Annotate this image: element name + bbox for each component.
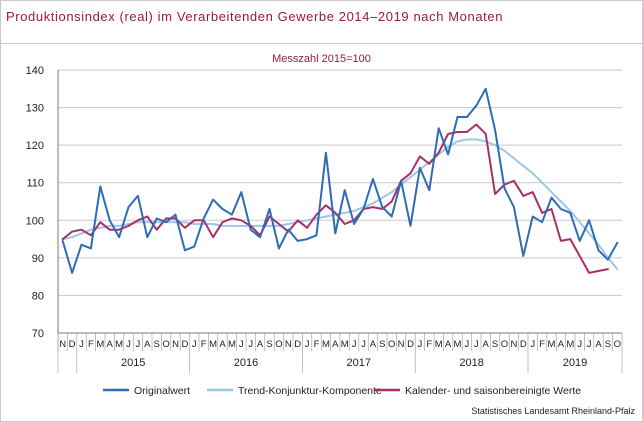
series-line [61, 87, 619, 274]
month-label: J [305, 339, 310, 350]
month-label: M [209, 339, 217, 350]
year-label: 2017 [347, 357, 371, 369]
month-label: A [107, 339, 114, 350]
month-label: S [154, 339, 160, 350]
month-label: M [96, 339, 104, 350]
month-label: J [474, 339, 479, 350]
month-label: D [407, 339, 414, 350]
month-label: F [201, 339, 207, 350]
month-label: M [435, 339, 443, 350]
month-label: J [79, 339, 84, 350]
month-label: F [88, 339, 94, 350]
month-label: A [219, 339, 226, 350]
month-label: J [530, 339, 535, 350]
month-label: M [341, 339, 349, 350]
y-tick-label: 90 [32, 253, 44, 265]
chart-subtitle: Messzahl 2015=100 [272, 53, 371, 65]
legend-label: Trend-Konjunktur-Komponente [238, 385, 382, 397]
month-label: A [445, 339, 452, 350]
month-label: A [332, 339, 339, 350]
month-label: S [492, 339, 498, 350]
month-label: M [322, 339, 330, 350]
month-label: D [181, 339, 188, 350]
month-label: S [379, 339, 385, 350]
y-tick-label: 110 [26, 178, 44, 190]
month-label: O [614, 339, 621, 350]
month-label: J [126, 339, 131, 350]
y-tick-label: 140 [26, 65, 44, 77]
month-label: S [605, 339, 611, 350]
month-label: N [172, 339, 179, 350]
month-label: N [59, 339, 66, 350]
month-label: S [266, 339, 272, 350]
year-label: 2018 [459, 357, 483, 369]
title-divider [0, 43, 643, 44]
month-label: J [418, 339, 423, 350]
y-tick-label: 70 [32, 328, 44, 340]
month-label: M [548, 339, 556, 350]
month-label: N [398, 339, 405, 350]
month-label: N [285, 339, 292, 350]
series-line [61, 123, 609, 274]
month-label: O [388, 339, 395, 350]
month-label: D [294, 339, 301, 350]
month-label: F [426, 339, 432, 350]
series-line [61, 138, 619, 271]
month-label: A [595, 339, 602, 350]
month-label: F [314, 339, 320, 350]
month-label: O [162, 339, 169, 350]
source-note: Statistisches Landesamt Rheinland-Pfalz [471, 406, 635, 416]
month-label: A [144, 339, 151, 350]
month-label: J [248, 339, 253, 350]
legend-label: Kalender- und saisonbereinigte Werte [405, 385, 581, 397]
month-label: M [228, 339, 236, 350]
y-tick-label: 100 [26, 215, 44, 227]
year-label: 2015 [121, 357, 145, 369]
month-label: A [370, 339, 377, 350]
month-label: J [361, 339, 366, 350]
month-label: A [483, 339, 490, 350]
month-label: J [192, 339, 197, 350]
month-label: O [501, 339, 508, 350]
month-label: J [352, 339, 357, 350]
month-label: N [510, 339, 517, 350]
month-label: J [136, 339, 141, 350]
month-label: O [275, 339, 282, 350]
month-label: M [454, 339, 462, 350]
month-label: J [587, 339, 592, 350]
month-label: D [520, 339, 527, 350]
year-label: 2019 [563, 357, 587, 369]
month-label: J [239, 339, 244, 350]
month-label: J [577, 339, 582, 350]
y-tick-label: 80 [32, 290, 44, 302]
month-label: F [539, 339, 545, 350]
month-label: A [257, 339, 264, 350]
month-label: M [566, 339, 574, 350]
legend-label: Originalwert [134, 385, 190, 397]
year-label: 2016 [234, 357, 258, 369]
month-label: D [69, 339, 76, 350]
month-label: A [558, 339, 565, 350]
y-tick-label: 130 [26, 103, 44, 115]
y-tick-label: 120 [26, 140, 44, 152]
page-title: Produktionsindex (real) im Verarbeitende… [6, 9, 504, 24]
month-label: J [465, 339, 470, 350]
month-label: M [115, 339, 123, 350]
